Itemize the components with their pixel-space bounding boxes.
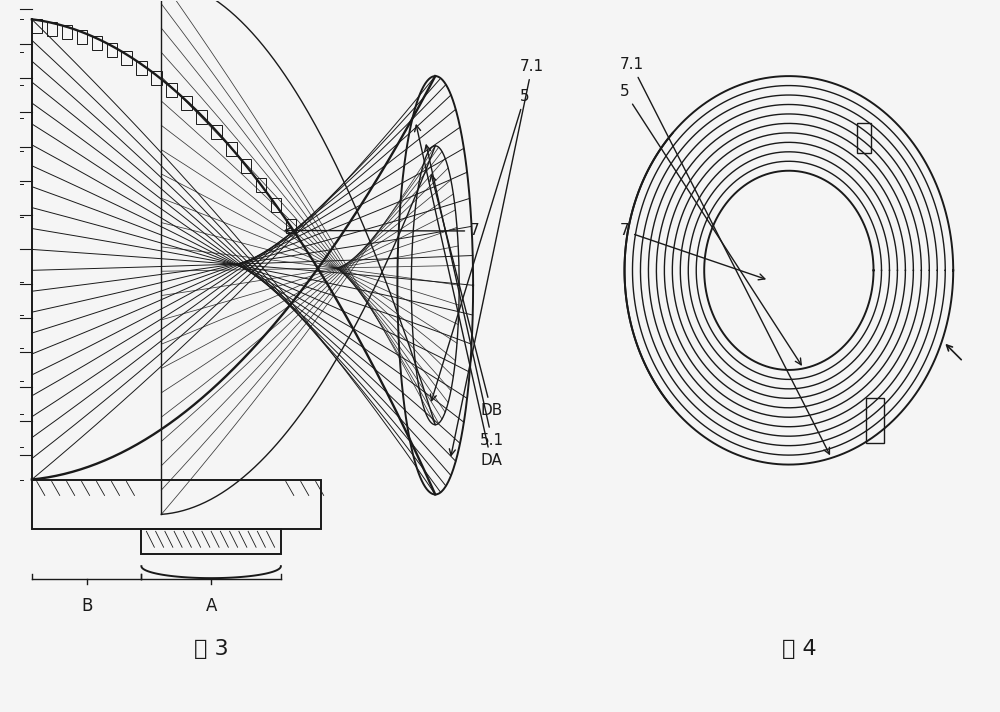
- Text: 5.1: 5.1: [425, 145, 504, 448]
- Text: A: A: [205, 597, 217, 615]
- Text: B: B: [81, 597, 92, 615]
- Text: DA: DA: [415, 125, 502, 468]
- Text: 7: 7: [285, 224, 480, 239]
- Text: 5: 5: [620, 84, 801, 365]
- Text: 图 4: 图 4: [782, 639, 816, 659]
- Text: 7: 7: [620, 224, 765, 280]
- Text: 7.1: 7.1: [620, 57, 829, 454]
- Text: 7.1: 7.1: [449, 59, 544, 456]
- Text: DB: DB: [430, 175, 502, 418]
- Text: 5: 5: [430, 89, 530, 401]
- Text: 图 3: 图 3: [194, 639, 228, 659]
